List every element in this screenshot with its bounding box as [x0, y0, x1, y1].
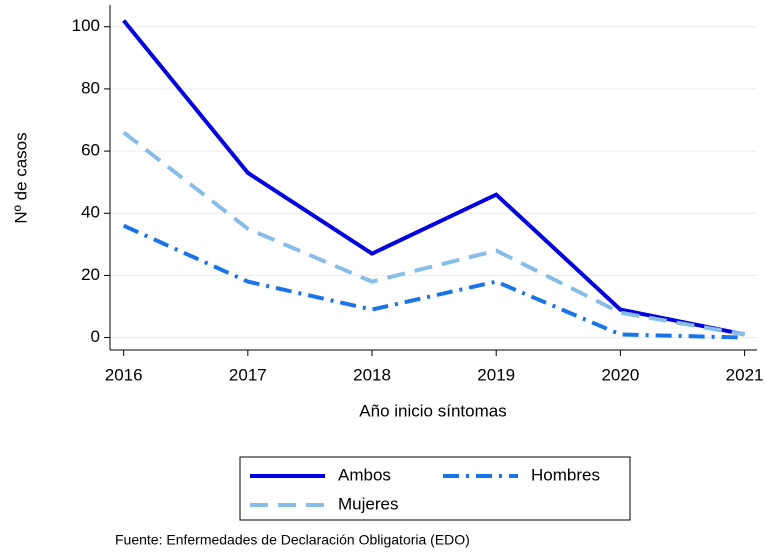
x-tick-label: 2019: [477, 365, 515, 384]
x-axis-label: Año inicio síntomas: [359, 401, 506, 420]
y-tick-label: 40: [81, 203, 100, 222]
x-tick-label: 2017: [229, 365, 267, 384]
legend-label: Mujeres: [338, 494, 398, 513]
legend-label: Hombres: [531, 465, 600, 484]
legend-box: [239, 456, 631, 521]
x-tick-label: 2021: [726, 365, 764, 384]
y-axis-label: Nº de casos: [11, 132, 30, 223]
series-line: [122, 130, 745, 337]
y-tick-label: 60: [81, 141, 100, 160]
y-tick-label: 80: [81, 78, 100, 97]
legend-label: Ambos: [338, 465, 391, 484]
series-line: [122, 223, 745, 340]
x-tick-label: 2018: [353, 365, 391, 384]
y-tick-label: 20: [81, 265, 100, 284]
x-tick-label: 2016: [105, 365, 143, 384]
source-note: Fuente: Enfermedades de Declaración Obli…: [115, 532, 470, 548]
series-line: [122, 19, 745, 337]
y-tick-label: 100: [72, 16, 100, 35]
x-tick-label: 2020: [601, 365, 639, 384]
y-tick-label: 0: [91, 327, 100, 346]
